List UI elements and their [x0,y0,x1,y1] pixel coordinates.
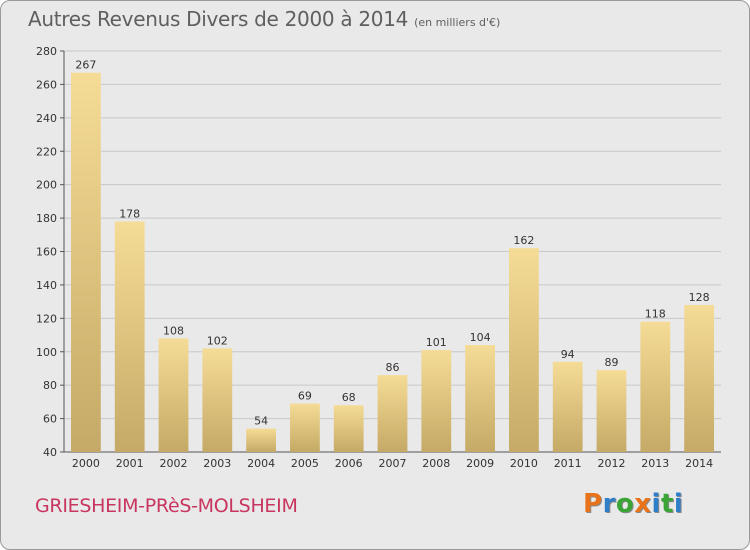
y-tick-label: 40 [43,446,57,459]
data-label: 104 [470,331,491,344]
data-label: 89 [605,356,619,369]
bar [71,72,101,453]
data-label: 128 [689,291,710,304]
x-tick-label: 2000 [72,457,100,470]
y-tick-label: 120 [36,312,57,325]
x-tick-label: 2003 [203,457,231,470]
bar [333,405,364,452]
data-label: 68 [342,391,356,404]
y-tick-label: 280 [36,45,57,58]
bar [246,428,276,452]
y-tick-label: 160 [36,246,57,259]
bar [552,361,583,452]
x-tick-label: 2007 [379,457,407,470]
commune-name: GRIESHEIM-PRèS-MOLSHEIM [35,495,298,517]
logo-letter: i [651,489,661,519]
x-tick-label: 2014 [685,457,713,470]
data-label: 118 [645,308,666,321]
data-label: 69 [298,390,312,403]
chart-title: Autres Revenus Divers de 2000 à 2014 (en … [28,7,500,31]
logo-letter: r [602,489,616,519]
bar [640,321,671,452]
x-tick-label: 2013 [641,457,669,470]
logo-letter: x [634,489,652,519]
bar [202,348,233,452]
data-label: 267 [75,59,96,72]
x-tick-label: 2012 [598,457,626,470]
y-tick-label: 80 [43,379,57,392]
bar [465,345,495,452]
bar [421,350,452,452]
y-tick-label: 140 [36,279,57,292]
y-tick-label: 260 [36,78,57,91]
data-label: 101 [426,336,447,349]
x-tick-label: 2008 [422,457,450,470]
x-tick-label: 2011 [554,457,582,470]
data-label: 86 [386,361,400,374]
x-tick-label: 2002 [160,457,188,470]
logo-letter: t [660,489,674,519]
data-label: 178 [119,207,140,220]
y-tick-label: 200 [36,179,57,192]
x-tick-label: 2009 [466,457,494,470]
proxiti-logo: Proxiti [583,489,683,519]
data-label: 162 [513,234,534,247]
logo-letter: o [615,489,635,519]
bar [114,221,145,452]
x-tick-label: 2010 [510,457,538,470]
logo-letter: P [583,489,603,519]
x-tick-label: 2005 [291,457,319,470]
y-tick-label: 180 [36,212,57,225]
data-label: 102 [207,334,228,347]
data-label: 94 [561,348,575,361]
data-label: 54 [254,415,268,428]
y-tick-label: 60 [43,413,57,426]
bar [158,338,189,452]
bar [684,304,714,452]
bar [290,403,320,452]
chart-unit: (en milliers d'€) [414,16,501,29]
y-tick-label: 220 [36,145,57,158]
data-label: 108 [163,324,184,337]
x-tick-label: 2001 [116,457,144,470]
chart-title-text: Autres Revenus Divers de 2000 à 2014 [28,7,409,31]
logo-letter: i [673,489,684,519]
bar [377,375,408,452]
y-tick-label: 240 [36,112,57,125]
bar [596,370,627,452]
bar [509,248,539,452]
x-tick-label: 2004 [247,457,275,470]
x-tick-label: 2006 [335,457,363,470]
y-tick-label: 100 [36,346,57,359]
